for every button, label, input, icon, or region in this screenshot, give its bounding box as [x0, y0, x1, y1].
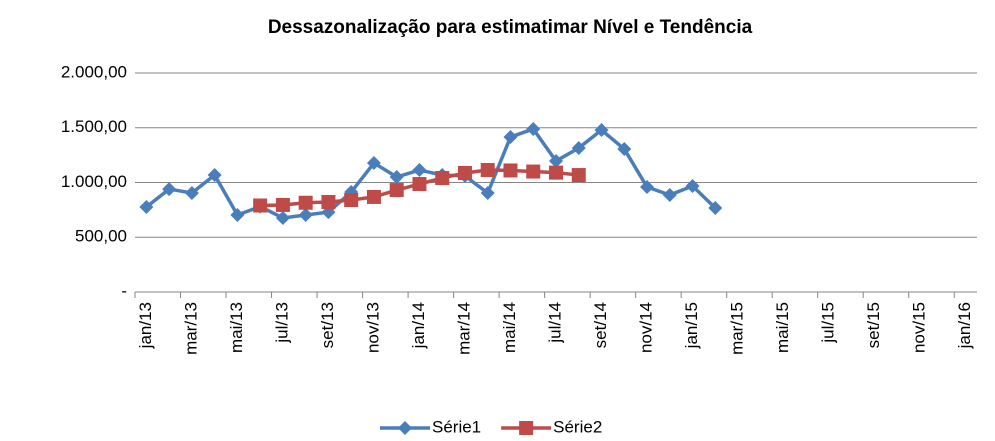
- marker: [571, 141, 586, 156]
- x-tick-label: set/15: [864, 302, 883, 348]
- marker: [549, 154, 563, 169]
- x-tick-label: mai/14: [500, 302, 519, 353]
- marker: [275, 210, 290, 225]
- x-tick-label: jan/15: [682, 302, 701, 349]
- marker: [617, 141, 632, 156]
- marker: [503, 130, 518, 145]
- marker: [571, 168, 586, 183]
- marker: [708, 201, 723, 216]
- marker: [549, 165, 563, 180]
- marker: [344, 193, 359, 208]
- y-tick-label: 1.000,00: [61, 172, 127, 191]
- x-tick-label: jul/14: [545, 302, 564, 344]
- marker: [298, 195, 313, 210]
- marker: [184, 186, 199, 201]
- y-tick-label: 2.000,00: [61, 62, 127, 81]
- x-tick-label: set/13: [318, 302, 337, 348]
- marker: [139, 200, 154, 215]
- legend-marker: [398, 421, 412, 435]
- marker: [366, 189, 381, 204]
- marker: [526, 121, 541, 136]
- marker: [480, 186, 495, 201]
- chart-title: Dessazonalização para estimatimar Nível …: [268, 17, 753, 38]
- y-tick-label: -: [121, 281, 127, 300]
- marker: [321, 194, 336, 209]
- x-tick-label: mar/14: [454, 302, 473, 355]
- marker: [389, 170, 404, 185]
- marker: [640, 179, 655, 194]
- marker: [435, 171, 450, 186]
- x-tick-label: jul/13: [272, 302, 291, 344]
- x-tick-label: nov/14: [637, 302, 656, 353]
- x-tick-label: jan/14: [409, 302, 428, 349]
- marker: [162, 182, 177, 197]
- marker: [594, 123, 609, 138]
- x-tick-label: mar/15: [728, 302, 747, 355]
- series-line: [145, 126, 717, 220]
- legend-marker: [519, 421, 534, 435]
- x-tick-label: mai/13: [227, 302, 246, 353]
- x-tick-label: jul/15: [819, 302, 838, 344]
- marker: [503, 163, 518, 178]
- marker: [253, 198, 268, 213]
- marker: [526, 164, 541, 179]
- x-tick-label: set/14: [591, 302, 610, 348]
- y-tick-label: 1.500,00: [61, 117, 127, 136]
- marker: [412, 163, 427, 178]
- x-tick-label: mai/15: [773, 302, 792, 353]
- legend-label: Série1: [432, 417, 481, 436]
- marker: [298, 208, 313, 223]
- y-tick-label: 500,00: [75, 227, 127, 246]
- x-tick-label: nov/15: [910, 302, 929, 353]
- marker: [275, 197, 290, 212]
- marker: [480, 163, 495, 178]
- x-tick-label: mar/13: [181, 302, 200, 355]
- marker: [662, 187, 677, 202]
- marker: [230, 208, 245, 223]
- marker: [207, 168, 222, 183]
- marker: [685, 179, 700, 194]
- marker: [412, 177, 427, 192]
- x-tick-label: jan/13: [136, 302, 155, 349]
- x-tick-label: nov/13: [363, 302, 382, 353]
- x-tick-label: jan/16: [955, 302, 974, 349]
- marker: [389, 183, 404, 198]
- marker: [366, 156, 381, 171]
- legend-label: Série2: [553, 417, 602, 436]
- marker: [457, 165, 472, 180]
